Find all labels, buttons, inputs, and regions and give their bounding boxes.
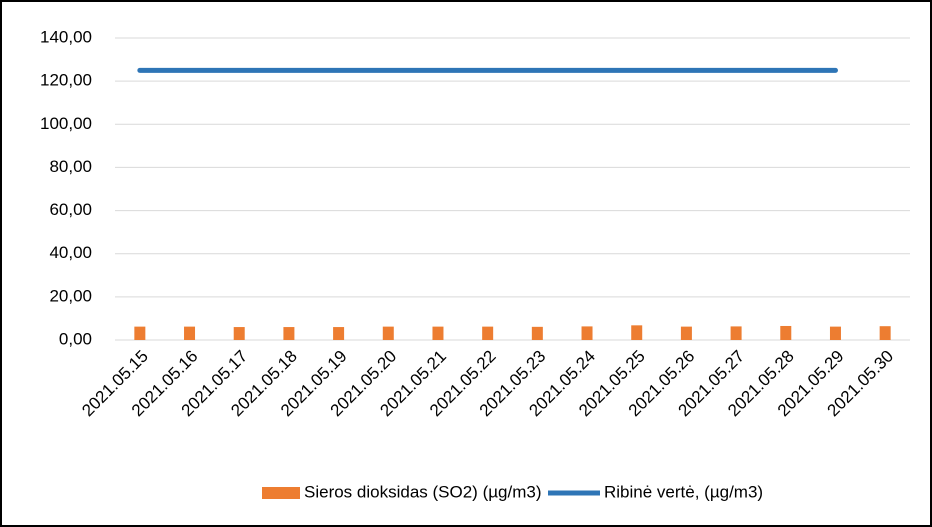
y-tick-label: 40,00 — [49, 243, 92, 262]
bar — [482, 326, 494, 340]
y-tick-label: 140,00 — [40, 27, 92, 46]
bar — [283, 327, 295, 340]
y-tick-label: 60,00 — [49, 200, 92, 219]
bar — [581, 326, 593, 340]
legend-label: Sieros dioksidas (SO2) (µg/m3) — [304, 482, 541, 501]
bar — [730, 326, 742, 340]
y-tick-label: 20,00 — [49, 286, 92, 305]
bar — [879, 326, 891, 340]
bar — [333, 327, 345, 340]
bar — [382, 326, 394, 340]
bar — [829, 326, 841, 340]
y-tick-label: 100,00 — [40, 114, 92, 133]
y-tick-label: 80,00 — [49, 157, 92, 176]
bar — [780, 325, 792, 340]
bar — [531, 326, 543, 340]
bar — [680, 326, 692, 340]
bar — [134, 326, 146, 340]
y-tick-label: 120,00 — [40, 71, 92, 90]
bar — [631, 325, 643, 340]
legend-swatch — [262, 487, 300, 499]
y-tick-label: 0,00 — [59, 329, 92, 348]
bar — [233, 327, 245, 340]
legend-label: Ribinė vertė, (µg/m3) — [604, 482, 763, 501]
bar — [184, 326, 196, 340]
bar — [432, 326, 444, 340]
